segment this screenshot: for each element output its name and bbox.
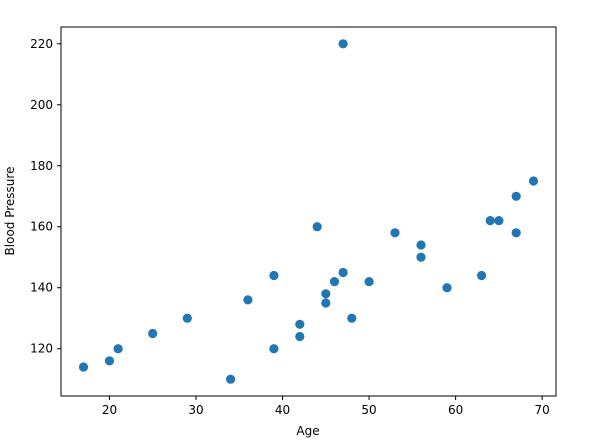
- data-point-3: [113, 344, 123, 354]
- data-point-16: [338, 267, 348, 278]
- data-point-23: [442, 283, 452, 293]
- y-tick-label: 160: [30, 220, 53, 234]
- y-tick-label: 180: [30, 159, 53, 173]
- data-point-25: [485, 216, 495, 226]
- data-point-24: [477, 270, 487, 281]
- data-point-20: [390, 228, 400, 238]
- x-axis-ticks: 20 30 40 50 60 70: [102, 396, 550, 417]
- data-point-13: [321, 298, 331, 308]
- data-point-10: [295, 331, 305, 342]
- y-tick-label: 200: [30, 98, 53, 112]
- data-point-1: [78, 362, 89, 372]
- data-point-15: [329, 277, 340, 287]
- x-tick-label: 40: [275, 403, 290, 417]
- data-point-14: [321, 289, 331, 299]
- x-tick-label: 50: [361, 403, 376, 417]
- data-point-9: [269, 270, 279, 281]
- data-point-5: [182, 313, 192, 323]
- data-point-12: [312, 222, 322, 232]
- data-point-21: [416, 252, 426, 262]
- data-point-8: [269, 344, 279, 354]
- y-tick-label: 120: [30, 342, 53, 356]
- data-points: [78, 39, 539, 384]
- data-point-2: [104, 356, 115, 366]
- x-axis-label: Age: [296, 424, 319, 438]
- x-tick-label: 30: [188, 403, 203, 417]
- x-tick-label: 60: [448, 403, 463, 417]
- y-tick-label: 140: [30, 281, 53, 295]
- x-tick-label: 20: [102, 403, 117, 417]
- data-point-29: [528, 176, 539, 186]
- data-point-19: [364, 277, 374, 287]
- data-point-28: [511, 191, 521, 201]
- data-point-18: [347, 313, 357, 323]
- y-axis-label: Blood Pressure: [3, 167, 17, 256]
- data-point-11: [295, 319, 305, 329]
- data-point-26: [494, 216, 504, 226]
- data-point-17: [338, 39, 348, 49]
- data-point-27: [511, 228, 521, 238]
- y-axis-ticks: 120 140 160 180 200 220: [30, 37, 61, 356]
- data-point-7: [243, 295, 253, 305]
- data-point-22: [416, 240, 426, 250]
- axes-frame: [60, 26, 557, 397]
- plot-area: [61, 27, 556, 396]
- data-point-6: [226, 374, 236, 384]
- y-tick-label: 220: [30, 37, 53, 51]
- data-point-4: [148, 328, 158, 339]
- x-tick-label: 70: [535, 403, 550, 417]
